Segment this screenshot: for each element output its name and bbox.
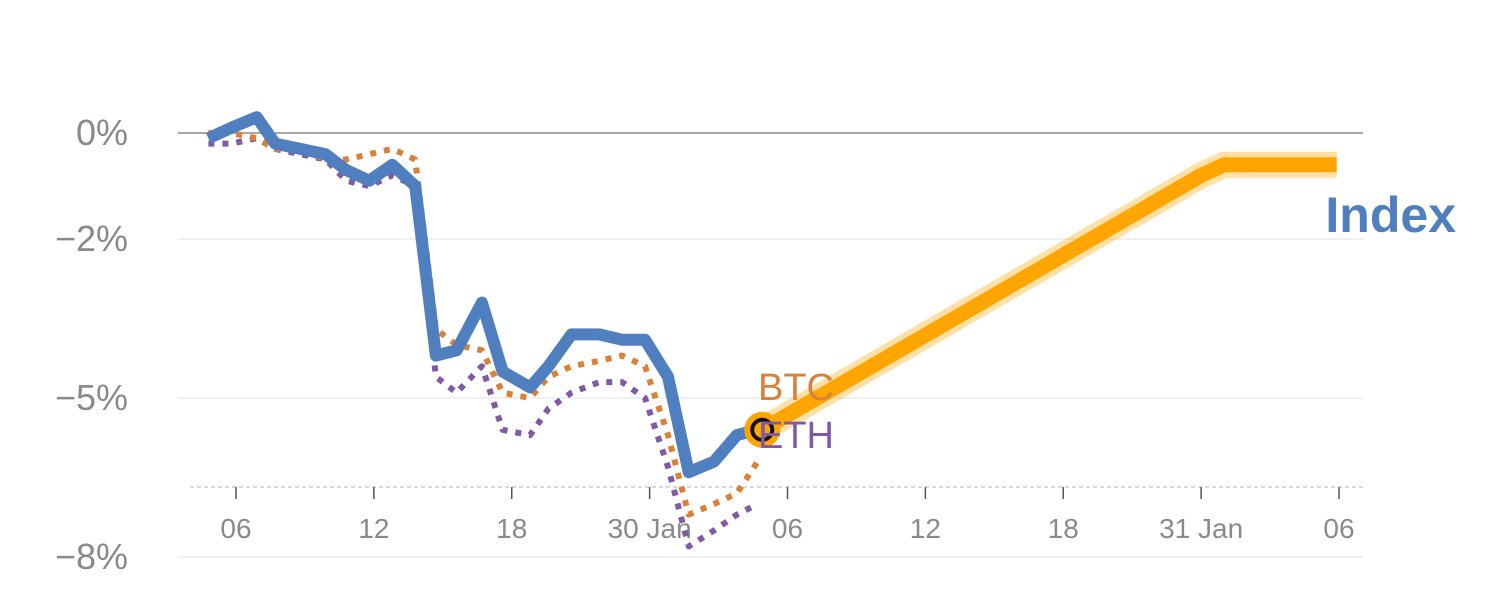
x-tick-label: 18	[496, 513, 527, 544]
highlight-line	[758, 157, 1337, 437]
grid-lines	[178, 132, 1363, 558]
x-tick-label: 30 Jan	[608, 513, 692, 544]
x-tick-label: 06	[1323, 513, 1354, 544]
x-tick-label: 18	[1048, 513, 1079, 544]
x-tick-label: 06	[220, 513, 251, 544]
series-label-btc: BTC	[758, 367, 834, 409]
series-line-eth	[208, 135, 759, 550]
marker-ring	[750, 417, 775, 442]
y-axis-tick-labels: 0% −2% −5% −8%	[55, 112, 128, 577]
series-lines	[205, 111, 1337, 550]
x-tick-label: 12	[358, 513, 389, 544]
y-tick-label: 0%	[76, 112, 128, 153]
marker-outer	[744, 411, 781, 448]
series-line-btc	[208, 130, 761, 518]
highlight-line-glow	[755, 151, 1337, 442]
series-label-index: Index	[1325, 187, 1456, 243]
series-end-labels: Index BTC ETH	[758, 187, 1456, 457]
x-tick-label: 06	[772, 513, 803, 544]
highlight-marker	[744, 411, 781, 448]
x-tick-label: 31 Jan	[1159, 513, 1243, 544]
x-axis-ticks: 06 12 18 30 Jan 06 12 18 31 Jan 06	[220, 487, 1355, 544]
y-tick-label: −8%	[55, 536, 128, 577]
series-label-eth: ETH	[758, 415, 834, 457]
series-line-index	[205, 111, 760, 479]
y-tick-label: −2%	[55, 218, 128, 259]
y-tick-label: −5%	[55, 377, 128, 418]
x-tick-label: 12	[910, 513, 941, 544]
